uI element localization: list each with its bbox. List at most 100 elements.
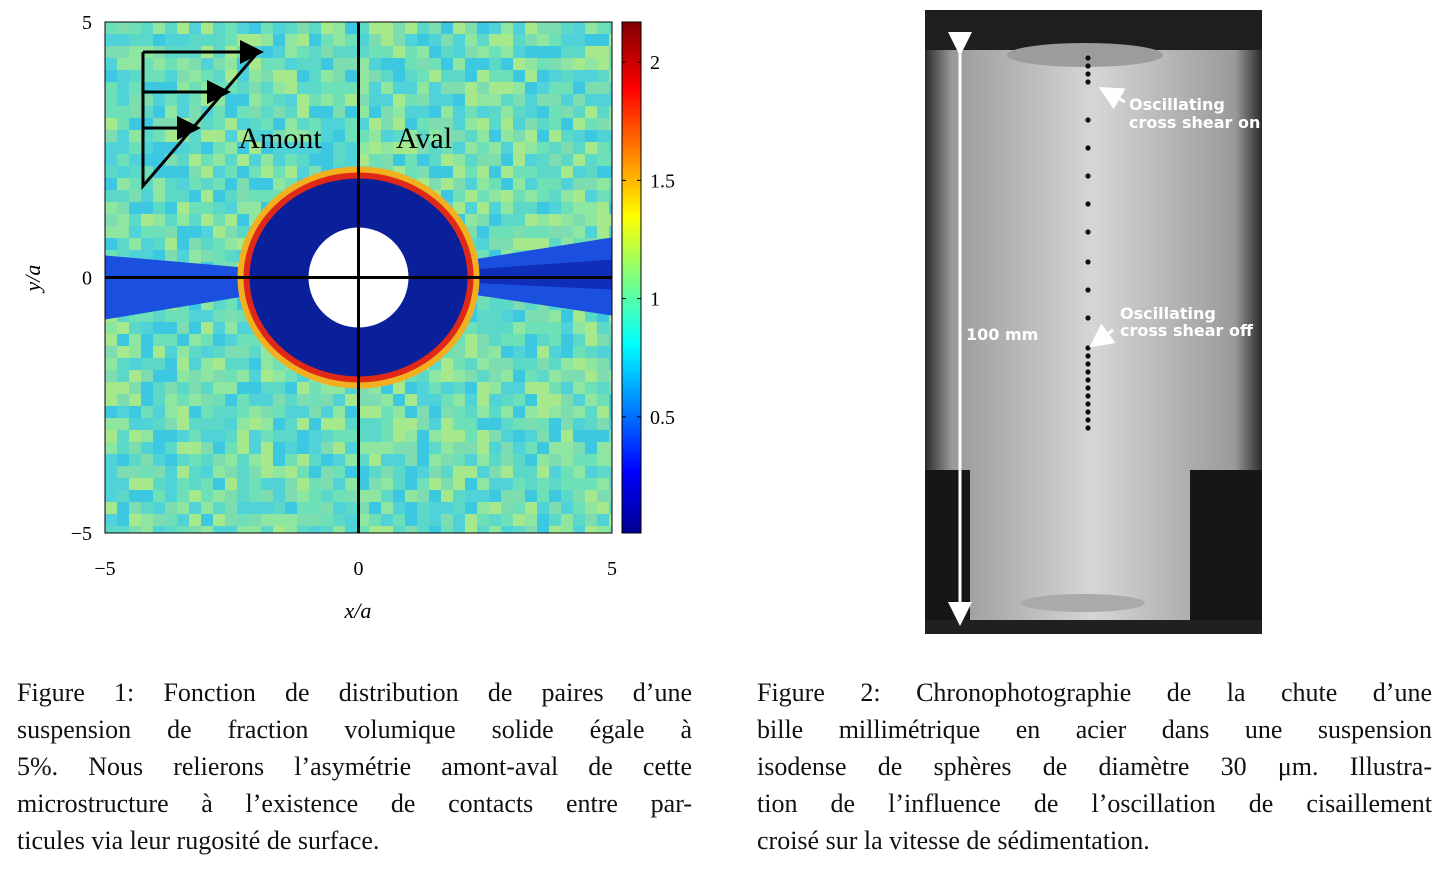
heat-cell (297, 454, 309, 466)
heat-cell (561, 502, 573, 514)
heat-cell (201, 430, 213, 442)
heat-cell (573, 478, 585, 490)
heat-cell (381, 418, 393, 430)
heat-cell (381, 58, 393, 70)
heat-cell (513, 46, 525, 58)
heat-cell (573, 34, 585, 46)
heat-cell (441, 406, 453, 418)
heat-cell (453, 82, 465, 94)
heat-cell (405, 22, 417, 34)
heat-cell (225, 358, 237, 370)
heat-cell (573, 442, 585, 454)
heat-cell (261, 526, 273, 533)
heat-cell (189, 70, 201, 82)
heat-cell (213, 406, 225, 418)
heat-cell (393, 442, 405, 454)
heat-cell (369, 418, 381, 430)
heat-cell (561, 334, 573, 346)
heat-cell (117, 454, 129, 466)
heat-cell (537, 238, 549, 250)
heat-cell (225, 430, 237, 442)
heat-cell (609, 322, 612, 334)
heat-cell (381, 22, 393, 34)
colorbar-tick-label: 0.5 (650, 407, 675, 429)
heat-cell (345, 34, 357, 46)
heat-cell (117, 442, 129, 454)
heat-cell (129, 214, 141, 226)
heat-cell (369, 502, 381, 514)
heat-cell (345, 478, 357, 490)
heat-cell (417, 406, 429, 418)
heat-cell (249, 370, 261, 382)
heat-cell (297, 490, 309, 502)
heat-cell (597, 154, 609, 166)
heat-cell (513, 466, 525, 478)
heat-cell (225, 202, 237, 214)
heat-cell (477, 298, 489, 310)
heat-cell (381, 82, 393, 94)
heat-cell (165, 226, 177, 238)
heat-cell (477, 430, 489, 442)
heat-cell (417, 466, 429, 478)
heat-cell (609, 82, 612, 94)
heat-cell (201, 178, 213, 190)
heat-cell (189, 514, 201, 526)
heat-cell (465, 334, 477, 346)
heat-cell (537, 130, 549, 142)
heat-cell (537, 178, 549, 190)
heat-cell (597, 166, 609, 178)
heat-cell (381, 70, 393, 82)
heat-cell (297, 130, 309, 142)
heat-cell (477, 502, 489, 514)
heat-cell (345, 466, 357, 478)
heat-cell (429, 166, 441, 178)
y-axis-label: y/a (20, 265, 45, 294)
heat-cell (513, 190, 525, 202)
heat-cell (117, 166, 129, 178)
heat-cell (429, 178, 441, 190)
heat-cell (609, 118, 612, 130)
heat-cell (141, 382, 153, 394)
heat-cell (117, 46, 129, 58)
heat-cell (501, 166, 513, 178)
heat-cell (441, 430, 453, 442)
heat-cell (261, 34, 273, 46)
heat-cell (309, 58, 321, 70)
heat-cell (273, 154, 285, 166)
heat-cell (453, 370, 465, 382)
heat-cell (165, 442, 177, 454)
heat-cell (441, 478, 453, 490)
heat-cell (513, 442, 525, 454)
heat-cell (489, 418, 501, 430)
heat-cell (105, 70, 117, 82)
heat-cell (201, 214, 213, 226)
heat-cell (549, 178, 561, 190)
heat-cell (465, 502, 477, 514)
heat-cell (513, 178, 525, 190)
heat-cell (585, 178, 597, 190)
heat-cell (417, 106, 429, 118)
heat-cell (597, 454, 609, 466)
heat-cell (429, 154, 441, 166)
heat-cell (381, 526, 393, 533)
heat-cell (261, 82, 273, 94)
heat-cell (189, 478, 201, 490)
heat-cell (609, 94, 612, 106)
heat-cell (513, 22, 525, 34)
heat-cell (321, 514, 333, 526)
heat-cell (453, 526, 465, 533)
heat-cell (453, 406, 465, 418)
heat-cell (537, 226, 549, 238)
heat-cell (393, 94, 405, 106)
heat-cell (609, 70, 612, 82)
heat-cell (177, 106, 189, 118)
heat-cell (573, 154, 585, 166)
heat-cell (585, 526, 597, 533)
heat-cell (237, 442, 249, 454)
heat-cell (405, 130, 417, 142)
heat-cell (105, 130, 117, 142)
heat-cell (429, 442, 441, 454)
heat-cell (249, 190, 261, 202)
heat-cell (261, 94, 273, 106)
heat-cell (129, 346, 141, 358)
